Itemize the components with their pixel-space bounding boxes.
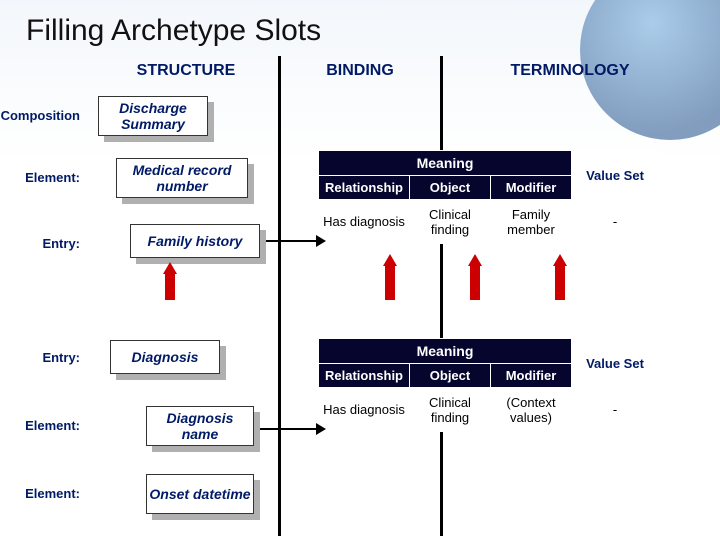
arrow-h1-line: [266, 240, 316, 242]
col-header-binding: BINDING: [300, 62, 420, 80]
t1-h-mod: Modifier: [491, 176, 572, 200]
uparrow-1-head: [163, 262, 177, 274]
box-diagname-label: Diagnosis name: [146, 406, 254, 446]
label-element-3: Element:: [0, 486, 80, 501]
uparrow-1-body: [165, 272, 175, 300]
t1-mod: Family member: [491, 200, 572, 244]
col-header-terminology: TERMINOLOGY: [480, 62, 660, 80]
t1-meaning-header: Meaning: [319, 151, 572, 176]
t2-rel: Has diagnosis: [319, 388, 410, 432]
t1-vs: -: [572, 200, 659, 244]
divider-2: [440, 56, 443, 536]
box-discharge: Discharge Summary: [98, 96, 208, 136]
label-entry-1: Entry:: [0, 236, 80, 251]
t1-valueset-header: Value Set: [572, 151, 659, 200]
t1-obj: Clinical finding: [410, 200, 491, 244]
t2-h-mod: Modifier: [491, 364, 572, 388]
box-discharge-label: Discharge Summary: [98, 96, 208, 136]
box-diagnosis-label: Diagnosis: [110, 340, 220, 374]
uparrow-2-body: [385, 264, 395, 300]
arrow-h2-line: [260, 428, 316, 430]
label-composition: Composition: [0, 108, 80, 123]
t2-h-obj: Object: [410, 364, 491, 388]
label-element-2: Element:: [0, 418, 80, 433]
arrow-h1-head: [316, 235, 326, 247]
t1-rel: Has diagnosis: [319, 200, 410, 244]
uparrow-3-body: [470, 264, 480, 300]
box-medrec: Medical record number: [116, 158, 248, 198]
meaning-table-1: Meaning Value Set Relationship Object Mo…: [318, 150, 659, 244]
t2-meaning-header: Meaning: [319, 339, 572, 364]
uparrow-2-head: [383, 254, 397, 266]
box-diagnosis: Diagnosis: [110, 340, 220, 374]
uparrow-4-body: [555, 264, 565, 300]
box-famhist: Family history: [130, 224, 260, 258]
col-header-structure: STRUCTURE: [116, 62, 256, 80]
label-entry-2: Entry:: [0, 350, 80, 365]
meaning-table-2: Meaning Value Set Relationship Object Mo…: [318, 338, 659, 432]
box-diagname: Diagnosis name: [146, 406, 254, 446]
page-title: Filling Archetype Slots: [26, 14, 321, 48]
label-element-1: Element:: [0, 170, 80, 185]
t2-valueset-header: Value Set: [572, 339, 659, 388]
arrow-h2-head: [316, 423, 326, 435]
t2-obj: Clinical finding: [410, 388, 491, 432]
t2-mod: (Context values): [491, 388, 572, 432]
t1-h-rel: Relationship: [319, 176, 410, 200]
box-onset-label: Onset datetime: [146, 474, 254, 514]
box-famhist-label: Family history: [130, 224, 260, 258]
uparrow-3-head: [468, 254, 482, 266]
t1-h-obj: Object: [410, 176, 491, 200]
t2-h-rel: Relationship: [319, 364, 410, 388]
uparrow-4-head: [553, 254, 567, 266]
box-medrec-label: Medical record number: [116, 158, 248, 198]
box-onset: Onset datetime: [146, 474, 254, 514]
divider-1: [278, 56, 281, 536]
t2-vs: -: [572, 388, 659, 432]
